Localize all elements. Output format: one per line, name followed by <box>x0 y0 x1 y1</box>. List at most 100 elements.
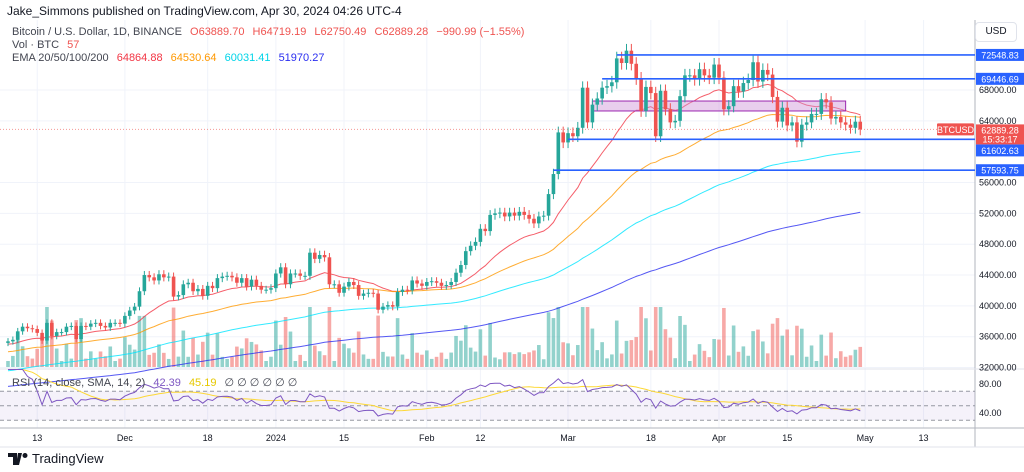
candle-body <box>103 325 108 328</box>
candle <box>726 100 731 116</box>
volume-bar <box>853 349 858 367</box>
volume-bar <box>571 355 575 367</box>
candle-body <box>308 252 312 276</box>
volume-bar <box>381 351 385 367</box>
candle-body <box>264 289 268 291</box>
candle-body <box>191 282 195 292</box>
volume-bar <box>191 337 195 367</box>
time-tick: May <box>857 433 875 443</box>
candle-body <box>351 281 356 286</box>
candle-body <box>717 64 721 78</box>
candle <box>356 281 361 300</box>
candle-body <box>712 64 716 78</box>
candle-body <box>551 174 556 195</box>
volume-bar <box>575 345 580 367</box>
candle-body <box>220 276 225 279</box>
candle <box>858 115 863 136</box>
candle-body <box>493 213 497 215</box>
candle-body <box>678 96 682 121</box>
candle-body <box>780 107 785 122</box>
candle <box>317 250 322 264</box>
volume-bar <box>259 350 264 367</box>
candle <box>162 270 166 282</box>
ema50-line <box>7 113 861 353</box>
volume-bar <box>824 355 828 367</box>
candle-body <box>201 288 205 296</box>
currency-button[interactable]: USD <box>975 22 1017 42</box>
candle-body <box>649 86 653 94</box>
candle-body <box>673 120 677 123</box>
candle-body <box>269 288 273 290</box>
candle-body <box>152 277 156 281</box>
time-tick: Apr <box>712 433 726 443</box>
candle <box>468 241 473 256</box>
candle <box>498 207 502 219</box>
candle-body <box>707 75 712 78</box>
candle-body <box>629 50 634 64</box>
candle-body <box>371 292 376 294</box>
candle <box>278 263 283 278</box>
candle <box>751 55 755 87</box>
volume-bar <box>162 352 166 367</box>
candle-body <box>600 87 604 99</box>
volume-bar <box>98 351 103 367</box>
volume-bar <box>337 337 341 367</box>
volume-bar <box>756 329 760 367</box>
symbol-title[interactable]: Bitcoin / U.S. Dollar, 1D, BINANCE <box>12 26 182 38</box>
price-tick: 44000.00 <box>979 270 1017 280</box>
volume-bar <box>439 352 444 367</box>
volume-bar <box>726 355 731 367</box>
candle-body <box>98 322 103 326</box>
candle <box>254 275 259 290</box>
volume-bar <box>814 361 819 367</box>
candle <box>483 224 488 236</box>
candle-body <box>415 280 419 284</box>
volume-bar <box>274 320 278 367</box>
volume-bar <box>361 354 366 367</box>
ema-label[interactable]: EMA 20/50/100/200 <box>12 52 109 64</box>
candle-body <box>410 280 415 291</box>
candle <box>337 280 341 297</box>
volume-bar <box>69 358 74 367</box>
candle-body <box>147 275 152 278</box>
candle <box>308 248 312 280</box>
change-value: −990.99 (−1.55%) <box>436 26 525 38</box>
volume-label[interactable]: Vol · BTC <box>12 39 60 51</box>
volume-bar <box>790 355 794 367</box>
candle-body <box>93 322 98 324</box>
candle <box>157 270 161 285</box>
candle <box>123 312 127 328</box>
tradingview-logo-icon <box>8 452 28 465</box>
candle <box>809 107 814 129</box>
candle <box>186 278 190 289</box>
candle <box>580 81 585 134</box>
candle-body <box>726 106 731 110</box>
candle-body <box>254 279 259 286</box>
candle <box>775 90 780 128</box>
candle <box>848 118 853 134</box>
candle-body <box>459 265 463 273</box>
volume-bar <box>283 317 288 367</box>
ema100-value: 60031.41 <box>224 52 271 64</box>
candle-body <box>381 306 385 310</box>
rsi-label[interactable]: RSI (14, close, SMA, 14, 2) <box>12 377 146 389</box>
tradingview-logo[interactable]: TradingView <box>8 451 104 466</box>
volume-bar <box>376 315 380 367</box>
volume-bar <box>848 355 853 367</box>
volume-bar <box>838 351 843 367</box>
candle <box>522 206 527 220</box>
time-tick: 15 <box>339 433 349 443</box>
volume-bar <box>239 348 244 367</box>
candle <box>663 84 668 116</box>
candle-body <box>804 122 809 125</box>
volume-bar <box>444 358 449 367</box>
candle-body <box>722 77 726 110</box>
volume-bar <box>215 333 220 367</box>
volume-bar <box>692 354 697 367</box>
candle-body <box>425 281 429 286</box>
candle <box>244 274 249 291</box>
volume-bar <box>795 325 799 367</box>
candle <box>843 116 848 131</box>
volume-bar <box>50 320 54 367</box>
